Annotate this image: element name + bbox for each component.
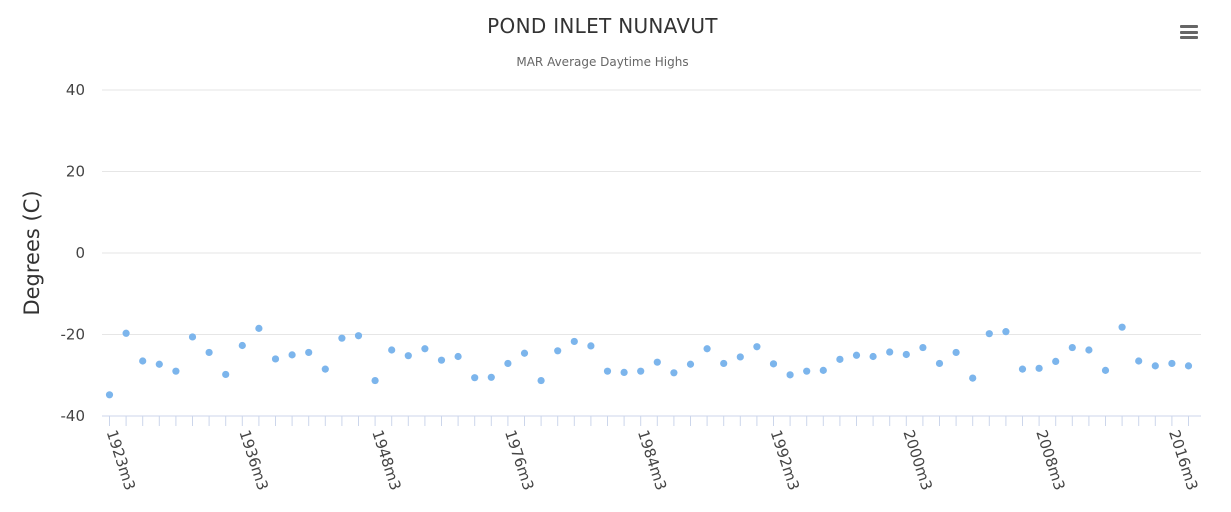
data-point[interactable] [1151,362,1159,370]
data-point[interactable] [637,367,645,375]
data-point[interactable] [371,376,379,385]
data-point[interactable] [172,367,180,375]
data-point[interactable] [1068,343,1076,352]
data-point[interactable] [753,343,761,351]
data-point[interactable] [305,348,313,357]
data-point[interactable] [736,353,744,361]
data-point[interactable] [720,359,728,368]
data-point[interactable] [869,352,877,361]
data-point[interactable] [288,351,296,359]
data-point[interactable] [520,349,529,357]
data-point[interactable] [653,358,661,366]
data-point[interactable] [1035,364,1043,372]
data-point[interactable] [686,360,695,368]
data-point[interactable] [786,371,794,379]
data-point[interactable] [271,355,280,363]
data-point[interactable] [1184,362,1193,370]
data-point[interactable] [421,345,429,353]
data-point[interactable] [886,348,894,356]
data-point[interactable] [354,332,363,340]
x-tick-label: 2000m3 [899,428,935,493]
data-point[interactable] [471,374,479,382]
data-point[interactable] [670,369,678,377]
data-point[interactable] [155,360,163,368]
data-point[interactable] [587,342,595,350]
data-point[interactable] [222,370,230,379]
data-point[interactable] [1135,357,1143,365]
data-point[interactable] [338,334,346,342]
x-tick-label: 1984m3 [634,428,670,493]
data-point[interactable] [205,348,213,357]
data-point[interactable] [985,330,993,338]
data-point[interactable] [139,357,147,365]
data-point[interactable] [504,359,512,368]
x-tick-label: 1976m3 [501,428,537,493]
chart-menu-button[interactable] [1176,20,1202,44]
data-point[interactable] [437,356,446,364]
data-point[interactable] [188,333,197,341]
data-point[interactable] [1085,346,1093,354]
chart-subtitle: MAR Average Daytime Highs [516,55,689,69]
y-tick-label: 40 [66,81,85,99]
data-point[interactable] [122,329,130,337]
data-point[interactable] [255,324,263,332]
data-point[interactable] [969,374,977,382]
data-point[interactable] [620,368,628,376]
y-tick-label: 0 [75,244,85,262]
data-point[interactable] [1018,365,1027,373]
data-point[interactable] [454,352,462,361]
y-axis-label: Degrees (C) [20,190,44,315]
x-tick-label: 1948m3 [368,428,404,493]
x-tick-label: 1936m3 [235,428,271,493]
y-axis: 40 20 0 -20 -40 [61,81,86,425]
data-point[interactable] [769,360,778,368]
data-point[interactable] [388,346,396,354]
data-point[interactable] [238,341,246,350]
gridlines [102,89,1201,335]
data-point[interactable] [902,350,910,359]
x-tick-label: 2008m3 [1032,428,1068,493]
x-axis: 1923m3 1936m3 1948m3 1976m3 1984m3 1992m3 2000… [102,415,1201,493]
data-point[interactable] [1101,366,1110,374]
x-tick-label: 1992m3 [767,428,803,493]
data-point[interactable] [1002,328,1010,336]
data-point[interactable] [487,373,495,381]
data-point[interactable] [1168,359,1176,368]
data-point[interactable] [935,359,944,368]
data-point[interactable] [1052,357,1060,365]
data-point[interactable] [819,366,827,374]
data-point[interactable] [537,376,545,385]
data-point[interactable] [105,391,114,399]
data-point[interactable] [321,365,329,373]
data-point[interactable] [836,355,844,363]
x-tick-label: 2016m3 [1165,428,1201,493]
y-tick-label: 20 [66,163,85,181]
x-tick-label: 1923m3 [103,428,139,493]
data-point[interactable] [603,367,612,375]
y-tick-label: -20 [61,326,86,344]
data-point[interactable] [952,348,960,357]
data-point[interactable] [703,345,711,353]
chart-title: POND INLET NUNAVUT [487,14,718,38]
data-point[interactable] [919,343,927,352]
data-point[interactable] [570,337,578,346]
data-point[interactable] [1118,323,1126,331]
data-point[interactable] [404,352,412,360]
hamburger-icon [1180,25,1198,28]
y-tick-label: -40 [61,407,86,425]
data-point[interactable] [554,347,562,355]
data-point[interactable] [852,351,861,359]
data-point[interactable] [803,367,811,375]
data-points [105,323,1193,399]
